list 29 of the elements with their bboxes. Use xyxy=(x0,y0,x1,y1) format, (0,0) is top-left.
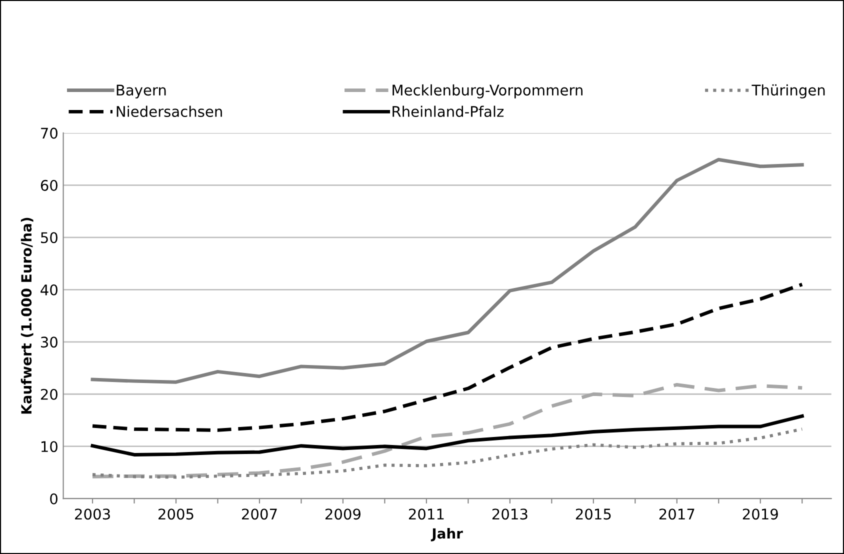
x-tick-label: 2015 xyxy=(576,508,611,520)
line-series xyxy=(90,282,804,432)
y-tick-label: 0 xyxy=(50,493,58,504)
x-tick-label: 2009 xyxy=(325,508,360,520)
legend-label: Bayern xyxy=(116,84,166,98)
x-tick-label: 2011 xyxy=(408,508,444,520)
y-tick-label: 30 xyxy=(40,336,58,348)
legend-label: Mecklenburg-Vorpommern xyxy=(392,84,582,98)
legend-label: Thüringen xyxy=(752,84,825,98)
y-tick-label: 50 xyxy=(41,232,58,244)
y-tick-label: 40 xyxy=(40,284,58,296)
legend-label: Niedersachsen xyxy=(116,106,222,118)
line-series xyxy=(90,428,804,479)
line-series xyxy=(90,158,804,384)
legend-label: Rheinland-Pfalz xyxy=(392,106,504,118)
y-tick-label: 10 xyxy=(41,441,58,452)
x-tick-label: 2017 xyxy=(659,508,694,520)
y-tick-label: 20 xyxy=(40,388,58,400)
x-tick-label: 2005 xyxy=(158,508,194,520)
y-tick-label: 70 xyxy=(41,128,58,139)
x-tick-label: 2003 xyxy=(75,508,110,520)
x-tick-label: 2019 xyxy=(742,508,778,520)
line-series xyxy=(90,382,804,478)
line-series xyxy=(90,414,804,456)
x-tick-label: 2013 xyxy=(492,508,528,520)
y-tick-label: 60 xyxy=(40,180,58,191)
x-axis-title: Jahr xyxy=(430,528,463,542)
y-axis-title: Kaufwert (1.000 Euro/ha) xyxy=(20,218,34,414)
x-tick-label: 2007 xyxy=(242,508,277,520)
